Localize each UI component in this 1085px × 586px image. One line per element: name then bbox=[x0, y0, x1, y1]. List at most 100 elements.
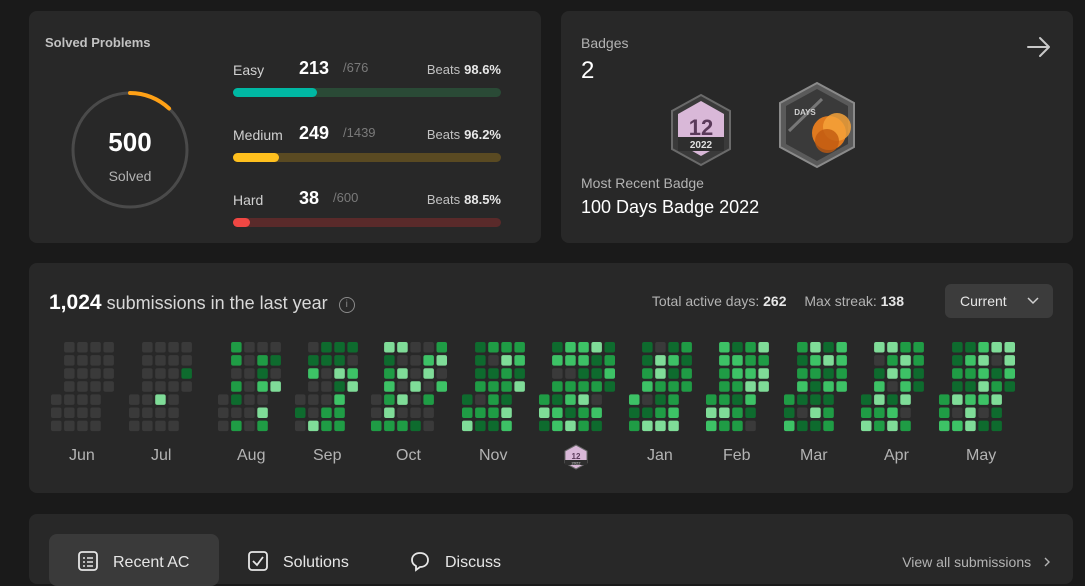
heatmap-cell[interactable] bbox=[270, 355, 281, 366]
heatmap-cell[interactable] bbox=[732, 394, 743, 405]
heatmap-cell[interactable] bbox=[244, 394, 255, 405]
heatmap-cell[interactable] bbox=[257, 342, 268, 353]
heatmap-cell[interactable] bbox=[423, 394, 434, 405]
heatmap-cell[interactable] bbox=[642, 381, 653, 392]
heatmap-cell[interactable] bbox=[642, 355, 653, 366]
heatmap-cell[interactable] bbox=[334, 394, 345, 405]
heatmap-cell[interactable] bbox=[77, 342, 88, 353]
heatmap-cell[interactable] bbox=[719, 394, 730, 405]
heatmap-cell[interactable] bbox=[604, 368, 616, 379]
heatmap-cell[interactable] bbox=[797, 407, 808, 419]
heatmap-cell[interactable] bbox=[423, 407, 434, 419]
heatmap-cell[interactable] bbox=[913, 368, 924, 379]
heatmap-cell[interactable] bbox=[295, 407, 306, 419]
view-all-submissions-link[interactable]: View all submissions bbox=[902, 554, 1051, 570]
heatmap-cell[interactable] bbox=[142, 407, 153, 419]
heatmap-cell[interactable] bbox=[384, 368, 395, 379]
heatmap-cell[interactable] bbox=[488, 355, 499, 366]
heatmap-cell[interactable] bbox=[347, 342, 358, 353]
heatmap-cell[interactable] bbox=[642, 407, 653, 419]
heatmap-cell[interactable] bbox=[591, 355, 602, 366]
heatmap-cell[interactable] bbox=[745, 394, 756, 405]
heatmap-cell[interactable] bbox=[836, 342, 847, 353]
heatmap-cell[interactable] bbox=[784, 420, 795, 432]
heatmap-cell[interactable] bbox=[810, 355, 821, 366]
heatmap-cell[interactable] bbox=[900, 342, 911, 353]
tab-solutions[interactable]: Solutions bbox=[219, 534, 379, 586]
heatmap-cell[interactable] bbox=[334, 381, 345, 392]
heatmap-cell[interactable] bbox=[77, 420, 88, 432]
heatmap-cell[interactable] bbox=[978, 420, 989, 432]
heatmap-cell[interactable] bbox=[552, 420, 563, 432]
heatmap-cell[interactable] bbox=[655, 355, 666, 366]
heatmap-cell[interactable] bbox=[823, 394, 834, 405]
info-icon[interactable]: i bbox=[338, 297, 355, 313]
heatmap-cell[interactable] bbox=[371, 407, 382, 419]
heatmap-cell[interactable] bbox=[308, 368, 319, 379]
heatmap-cell[interactable] bbox=[501, 381, 512, 392]
heatmap-cell[interactable] bbox=[604, 342, 616, 353]
heatmap-cell[interactable] bbox=[629, 394, 640, 405]
heatmap-cell[interactable] bbox=[308, 394, 319, 405]
heatmap-cell[interactable] bbox=[321, 420, 332, 432]
heatmap-cell[interactable] bbox=[952, 355, 963, 366]
heatmap-cell[interactable] bbox=[861, 394, 872, 405]
heatmap-cell[interactable] bbox=[436, 381, 448, 392]
heatmap-cell[interactable] bbox=[668, 420, 679, 432]
heatmap-cell[interactable] bbox=[64, 342, 75, 353]
heatmap-cell[interactable] bbox=[514, 368, 525, 379]
heatmap-cell[interactable] bbox=[257, 381, 268, 392]
heatmap-cell[interactable] bbox=[836, 381, 847, 392]
heatmap-cell[interactable] bbox=[168, 407, 179, 419]
heatmap-cell[interactable] bbox=[552, 394, 563, 405]
heatmap-cell[interactable] bbox=[887, 407, 898, 419]
heatmap-cell[interactable] bbox=[129, 394, 140, 405]
heatmap-cell[interactable] bbox=[475, 342, 486, 353]
heatmap-cell[interactable] bbox=[410, 381, 421, 392]
heatmap-cell[interactable] bbox=[642, 368, 653, 379]
heatmap-cell[interactable] bbox=[475, 394, 486, 405]
heatmap-cell[interactable] bbox=[155, 407, 166, 419]
heatmap-cell[interactable] bbox=[565, 381, 576, 392]
heatmap-cell[interactable] bbox=[475, 420, 486, 432]
heatmap-cell[interactable] bbox=[64, 407, 75, 419]
heatmap-cell[interactable] bbox=[965, 420, 976, 432]
tab-discuss[interactable]: Discuss bbox=[381, 534, 541, 586]
heatmap-cell[interactable] bbox=[347, 368, 358, 379]
heatmap-cell[interactable] bbox=[668, 355, 679, 366]
heatmap-cell[interactable] bbox=[77, 355, 88, 366]
heatmap-cell[interactable] bbox=[397, 420, 408, 432]
heatmap-cell[interactable] bbox=[900, 368, 911, 379]
heatmap-cell[interactable] bbox=[103, 381, 114, 392]
heatmap-cell[interactable] bbox=[978, 368, 989, 379]
heatmap-cell[interactable] bbox=[90, 368, 101, 379]
heatmap-cell[interactable] bbox=[155, 342, 166, 353]
heatmap-cell[interactable] bbox=[155, 368, 166, 379]
heatmap-cell[interactable] bbox=[732, 407, 743, 419]
heatmap-cell[interactable] bbox=[168, 420, 179, 432]
heatmap-cell[interactable] bbox=[423, 355, 434, 366]
heatmap-cell[interactable] bbox=[578, 420, 589, 432]
heatmap-cell[interactable] bbox=[823, 342, 834, 353]
heatmap-cell[interactable] bbox=[874, 342, 885, 353]
heatmap-cell[interactable] bbox=[155, 381, 166, 392]
heatmap-cell[interactable] bbox=[591, 368, 602, 379]
heatmap-cell[interactable] bbox=[552, 368, 563, 379]
heatmap-cell[interactable] bbox=[797, 420, 808, 432]
heatmap-cell[interactable] bbox=[129, 420, 140, 432]
arrow-right-icon[interactable] bbox=[1025, 33, 1053, 61]
heatmap-cell[interactable] bbox=[181, 381, 192, 392]
heatmap-cell[interactable] bbox=[900, 420, 911, 432]
heatmap-cell[interactable] bbox=[270, 342, 281, 353]
heatmap-cell[interactable] bbox=[655, 368, 666, 379]
heatmap-cell[interactable] bbox=[952, 407, 963, 419]
heatmap-cell[interactable] bbox=[410, 420, 421, 432]
heatmap-cell[interactable] bbox=[475, 355, 486, 366]
heatmap-cell[interactable] bbox=[655, 381, 666, 392]
heatmap-cell[interactable] bbox=[965, 342, 976, 353]
heatmap-cell[interactable] bbox=[797, 342, 808, 353]
heatmap-cell[interactable] bbox=[887, 381, 898, 392]
heatmap-cell[interactable] bbox=[423, 342, 434, 353]
heatmap-cell[interactable] bbox=[231, 394, 242, 405]
heatmap-cell[interactable] bbox=[681, 368, 692, 379]
